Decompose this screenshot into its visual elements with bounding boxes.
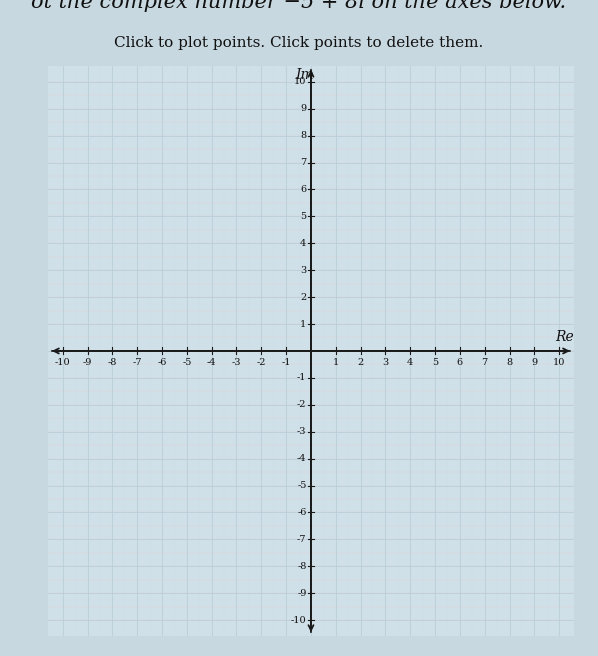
Text: -9: -9 <box>297 588 307 598</box>
Text: 8: 8 <box>507 358 512 367</box>
Text: 9: 9 <box>300 104 307 113</box>
Text: -1: -1 <box>297 373 307 382</box>
Text: 10: 10 <box>553 358 565 367</box>
Text: 5: 5 <box>432 358 438 367</box>
Text: Click to plot points. Click points to delete them.: Click to plot points. Click points to de… <box>114 36 484 50</box>
Text: -2: -2 <box>257 358 266 367</box>
Text: 9: 9 <box>531 358 538 367</box>
Text: 4: 4 <box>407 358 413 367</box>
Text: 10: 10 <box>294 77 307 86</box>
Text: -4: -4 <box>207 358 216 367</box>
Text: 8: 8 <box>300 131 307 140</box>
Text: -5: -5 <box>182 358 191 367</box>
Text: -7: -7 <box>132 358 142 367</box>
Text: 4: 4 <box>300 239 307 248</box>
Text: -3: -3 <box>232 358 241 367</box>
Text: 7: 7 <box>481 358 488 367</box>
Text: Re: Re <box>556 330 574 344</box>
Text: 1: 1 <box>300 319 307 329</box>
Text: -5: -5 <box>297 481 307 490</box>
Text: 1: 1 <box>332 358 339 367</box>
Text: 6: 6 <box>300 185 307 194</box>
Text: ot the complex number −5 + 8i on the axes below.: ot the complex number −5 + 8i on the axe… <box>32 0 566 12</box>
Text: 7: 7 <box>300 158 307 167</box>
Text: 5: 5 <box>300 212 307 221</box>
Text: -9: -9 <box>83 358 92 367</box>
Text: -10: -10 <box>291 616 307 625</box>
Text: -6: -6 <box>157 358 167 367</box>
Text: -8: -8 <box>108 358 117 367</box>
Text: 2: 2 <box>300 293 307 302</box>
Text: 3: 3 <box>300 266 307 275</box>
Text: 2: 2 <box>358 358 364 367</box>
Text: -4: -4 <box>297 454 307 463</box>
Text: -10: -10 <box>55 358 71 367</box>
Text: -6: -6 <box>297 508 307 517</box>
Text: -3: -3 <box>297 427 307 436</box>
Text: -8: -8 <box>297 562 307 571</box>
Text: -7: -7 <box>297 535 307 544</box>
Text: -2: -2 <box>297 400 307 409</box>
Text: Im: Im <box>295 68 314 82</box>
Text: -1: -1 <box>282 358 291 367</box>
Text: 3: 3 <box>382 358 389 367</box>
Text: 6: 6 <box>457 358 463 367</box>
